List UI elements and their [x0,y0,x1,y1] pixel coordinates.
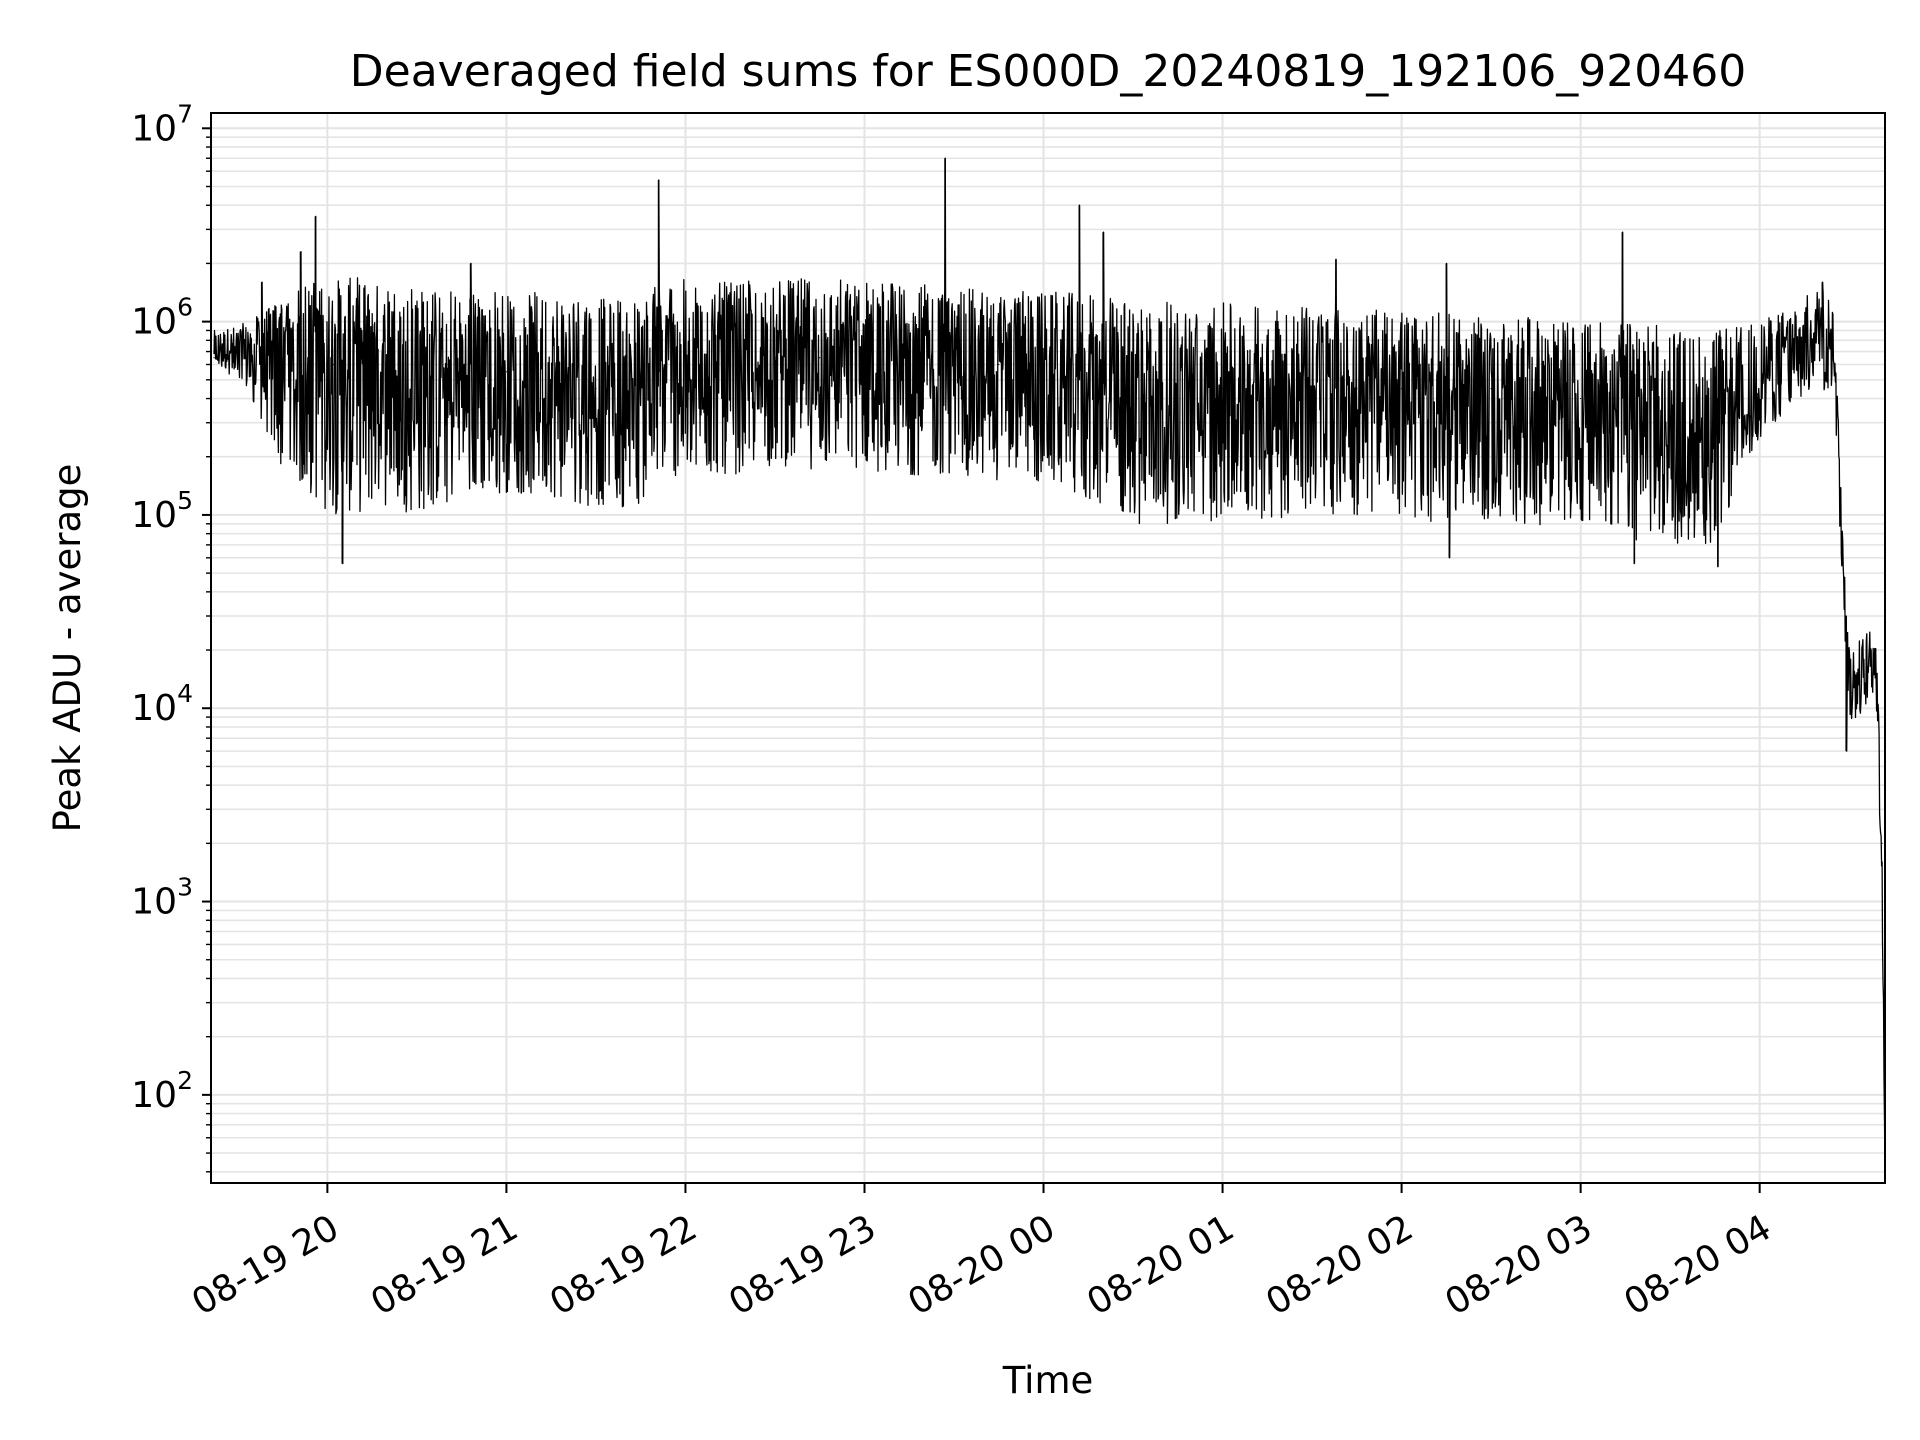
data-point [332,363,334,366]
data-point [1881,842,1883,844]
data-point [1535,388,1537,390]
data-point [1311,388,1313,390]
data-point [1177,388,1179,390]
data-point [1580,397,1582,400]
data-point [1132,388,1134,390]
data-point [308,321,311,323]
plot-frame [210,112,1886,1184]
data-point [1714,422,1716,424]
y-tick-label: 107 [131,99,193,149]
data-point [475,363,478,366]
data-point [1863,673,1865,675]
data-point [550,379,552,381]
data-point [953,357,955,359]
data-point [863,363,866,366]
data-point [446,363,448,366]
data-point [1759,409,1761,411]
data-point [356,350,358,353]
y-tick-label: 102 [131,1066,193,1116]
y-axis-label: Peak ADU - average [46,464,89,833]
data-point [1875,649,1877,651]
data-point [284,329,287,332]
data-point [1078,379,1080,381]
data-point [386,357,388,359]
data-point [640,388,642,390]
data-point [1356,388,1358,390]
data-point [819,357,821,359]
data-point [774,357,776,359]
data-point [1624,397,1626,400]
data-point [1851,692,1853,694]
data-point [908,363,910,366]
series-line [213,157,1886,1172]
data-point [213,357,215,359]
data-point [1788,363,1791,366]
data-point [998,363,1000,366]
data-point [595,388,597,390]
data-point [261,350,263,353]
y-tick-label: 104 [131,679,193,729]
x-axis-label: Time [1002,1359,1094,1402]
data-point [1266,388,1268,390]
data-point [729,357,731,359]
data-point [1818,329,1820,332]
data-point [1400,388,1403,390]
data-point [1445,388,1447,390]
y-tick-label: 105 [131,486,193,536]
data-point [684,363,687,366]
y-tick-label: 103 [131,873,193,923]
data-point [237,361,239,363]
chart-title: Deaveraged field sums for ES000D_2024081… [350,46,1746,97]
data-point [1490,388,1492,390]
data-point [1221,388,1224,390]
data-point [657,371,660,373]
data-point [1669,409,1671,411]
data-point [416,357,418,359]
data-series-layer [213,157,1886,1173]
data-point [1845,615,1847,617]
y-tick-label: 106 [131,293,193,343]
data-point [944,350,946,353]
data-point [1042,371,1045,373]
data-point [505,371,508,373]
data-point [1833,363,1835,366]
